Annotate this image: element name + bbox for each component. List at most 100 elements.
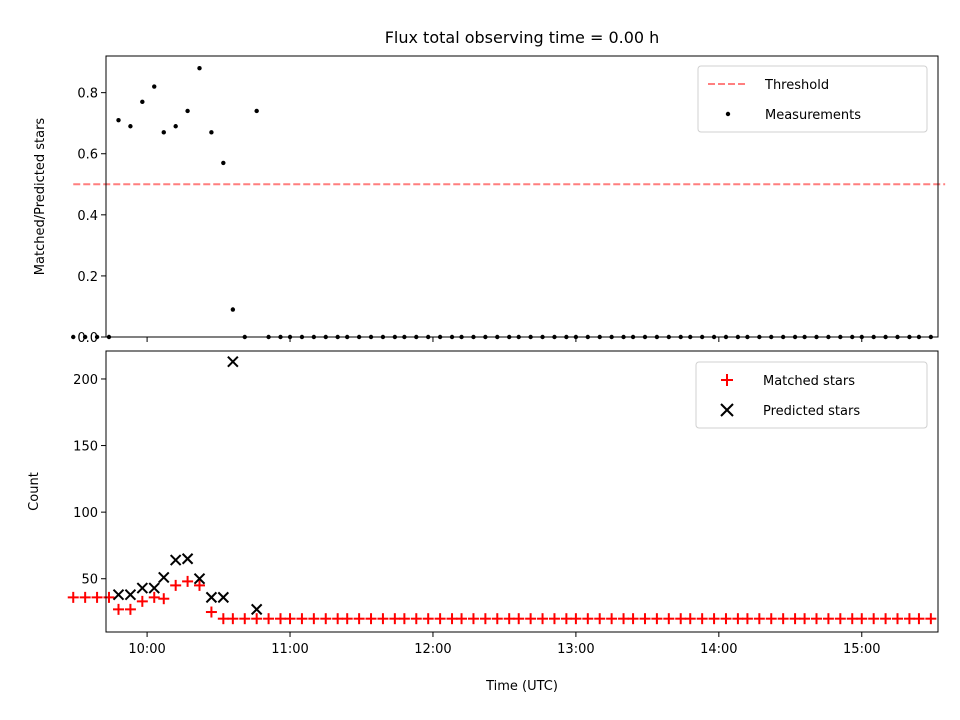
legend-matched-swatch <box>721 374 733 386</box>
bottom-y-tick-label: 50 <box>81 573 98 588</box>
matched-star-marker <box>434 613 446 625</box>
matched-star-marker <box>639 613 651 625</box>
bottom-y-tick-label: 150 <box>73 440 98 455</box>
matched-star-marker <box>537 613 549 625</box>
matched-star-marker <box>274 613 286 625</box>
matched-star-marker <box>320 613 332 625</box>
predicted-marker-b <box>112 589 125 601</box>
measurement-point <box>94 334 100 340</box>
top-y-tick-label: 0.8 <box>77 87 98 102</box>
matched-star-marker <box>868 613 880 625</box>
predicted-marker-b <box>181 553 194 565</box>
measurement-point <box>185 108 190 114</box>
matched-star-marker <box>618 613 630 625</box>
top-y-axis-label: Matched/Predicted stars <box>33 118 48 276</box>
bottom-x-tick-label: 13:00 <box>557 642 594 657</box>
matched-star-marker <box>365 613 377 625</box>
predicted-marker-b <box>169 554 182 566</box>
matched-star-marker <box>479 613 491 625</box>
figure-title: Flux total observing time = 0.00 h <box>385 28 660 47</box>
predicted-star-marker <box>227 355 239 368</box>
top-legend-box <box>697 65 928 133</box>
matched-star-marker <box>398 613 410 625</box>
measurement-point <box>152 84 157 89</box>
predicted-marker-b <box>250 603 263 616</box>
measurement-point <box>173 124 178 129</box>
predicted-star-marker <box>148 582 160 594</box>
matched-star-marker <box>205 606 217 618</box>
measurement-point <box>82 334 88 340</box>
legend-predicted-label: Predicted stars <box>763 404 860 419</box>
matched-star-marker <box>594 613 606 625</box>
predicted-star-marker <box>158 571 170 584</box>
matched-star-marker <box>856 613 868 625</box>
matched-star-marker <box>456 613 468 625</box>
top-panel: 0.00.20.40.60.8 Matched/Predicted stars … <box>33 55 946 346</box>
matched-star-marker <box>720 613 732 625</box>
bottom-legend: Matched stars Predicted stars <box>695 361 928 429</box>
top-y-tick-label: 0.4 <box>77 209 98 224</box>
bottom-y-tick-label: 100 <box>73 506 98 521</box>
matched-star-marker <box>732 613 744 625</box>
bottom-x-tick-label: 14:00 <box>700 642 737 657</box>
matched-star-marker <box>513 613 525 625</box>
matched-star-marker <box>136 595 148 607</box>
matched-star-marker <box>182 575 194 587</box>
matched-star-marker <box>422 613 434 625</box>
matched-star-marker <box>79 591 91 603</box>
bottom-plot-frame <box>105 350 939 633</box>
predicted-marker-b <box>158 571 170 584</box>
matched-star-marker <box>880 613 892 625</box>
legend-matched-label: Matched stars <box>763 374 855 389</box>
predicted-star-marker <box>136 582 149 594</box>
matched-star-marker <box>158 593 170 605</box>
measurement-point <box>209 130 214 135</box>
bottom-x-tick-label: 12:00 <box>414 642 451 657</box>
matched-star-marker <box>525 613 537 625</box>
matched-star-marker <box>308 613 320 625</box>
predicted-marker-b <box>205 591 218 604</box>
predicted-star-marker <box>217 591 230 604</box>
bottom-x-tick-label: 11:00 <box>271 642 308 657</box>
matched-star-marker <box>467 613 479 625</box>
top-axis-ticks: 0.0 0.2 0.4 0.6 0.8 <box>77 87 863 346</box>
predicted-star-marker <box>124 589 137 601</box>
predicted-star-marker <box>169 554 182 566</box>
predicted-star-marker <box>193 573 206 585</box>
bottom-x-axis-label: Time (UTC) <box>485 679 558 694</box>
top-y-tick-label: 0.0 <box>77 331 98 346</box>
matched-star-marker <box>892 613 904 625</box>
measurement-point <box>116 117 121 123</box>
matched-star-marker <box>389 613 401 625</box>
matched-star-marker <box>103 591 115 603</box>
matched-star-marker <box>903 613 915 625</box>
bottom-panel: 50 100 150 200 10:00 11:00 12:00 13:00 14:00 15:0… <box>27 350 939 694</box>
top-y-tick-label: 0.6 <box>77 148 98 163</box>
matched-star-marker <box>67 591 79 603</box>
bottom-plot-marks <box>67 355 937 625</box>
matched-star-marker <box>548 613 560 625</box>
matched-star-marker <box>663 613 675 625</box>
measurement-point <box>128 124 133 129</box>
matched-star-marker <box>913 613 925 625</box>
bottom-legend-box <box>695 361 928 429</box>
matched-star-marker <box>708 613 720 625</box>
matched-star-marker <box>296 613 308 625</box>
matched-star-marker <box>377 613 389 625</box>
matched-star-marker <box>582 613 594 625</box>
measurement-point <box>221 160 226 166</box>
predicted-star-marker <box>112 589 125 601</box>
matched-star-marker <box>353 613 365 625</box>
legend-threshold-label: Threshold <box>764 78 829 93</box>
matched-star-marker <box>503 613 515 625</box>
legend-predicted-swatch <box>720 403 734 417</box>
top-y-tick-label: 0.2 <box>77 270 98 285</box>
matched-star-marker <box>696 613 708 625</box>
matched-star-marker <box>170 579 182 591</box>
matched-star-marker <box>560 613 572 625</box>
matched-star-marker <box>217 613 229 625</box>
predicted-marker-b <box>148 582 160 594</box>
matched-star-marker <box>753 613 765 625</box>
predicted-star-marker <box>205 591 218 604</box>
matched-star-marker <box>925 613 937 625</box>
